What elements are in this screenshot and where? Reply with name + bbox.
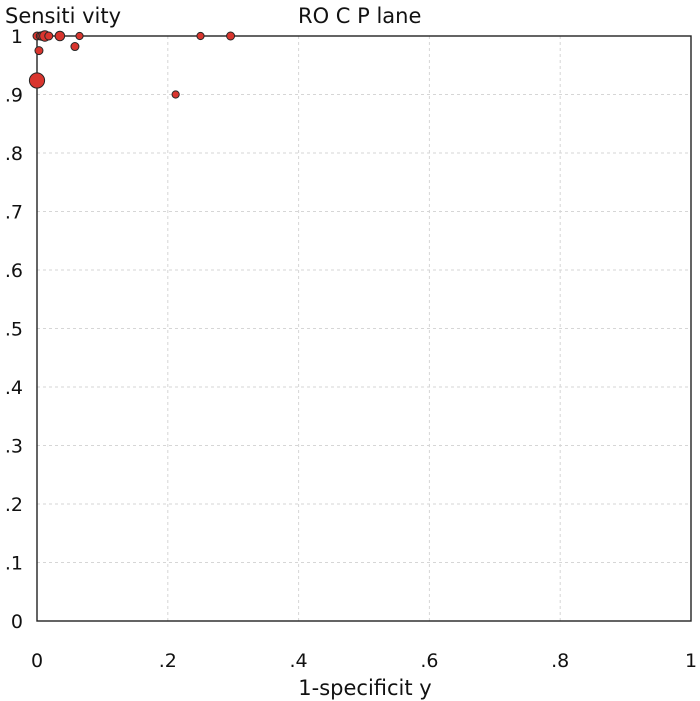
x-tick-label: 1 xyxy=(685,650,697,672)
study-point xyxy=(28,72,46,89)
x-tick-label: .2 xyxy=(159,650,177,672)
y-tick-label: .3 xyxy=(5,436,23,458)
study-point xyxy=(75,31,84,41)
plot-area xyxy=(36,35,692,622)
y-tick-label: 0 xyxy=(11,611,23,633)
chart-title: RO C P lane xyxy=(298,4,421,28)
x-tick-label: .8 xyxy=(551,650,569,672)
y-tick-label: .2 xyxy=(5,494,23,516)
data-points xyxy=(28,30,236,99)
y-tick-label: .1 xyxy=(5,553,23,575)
y-tick-label: .8 xyxy=(5,143,23,165)
y-tick-label: .6 xyxy=(5,260,23,282)
x-tick-label: 0 xyxy=(31,650,43,672)
y-tick-label: .5 xyxy=(5,319,23,341)
y-tick-label: .7 xyxy=(5,202,23,224)
x-axis-title: 1-specificit y xyxy=(298,676,431,700)
study-point xyxy=(70,42,80,52)
study-point xyxy=(226,31,236,41)
y-tick-label: .4 xyxy=(5,377,23,399)
grid xyxy=(37,36,691,621)
study-point xyxy=(54,30,66,42)
axis-ticks: 0 .2 .4 .6 .8 1 0 .1 .2 .3 .4 .5 .6 .7 .8 .9 1 xyxy=(5,26,697,672)
study-point xyxy=(44,31,54,41)
y-tick-label: 1 xyxy=(11,26,23,48)
study-point xyxy=(196,31,205,41)
y-axis-title: Sensiti vity xyxy=(5,4,121,28)
x-tick-label: .6 xyxy=(420,650,438,672)
x-tick-label: .4 xyxy=(290,650,308,672)
study-point xyxy=(34,46,44,56)
study-point xyxy=(171,90,180,99)
y-tick-label: .9 xyxy=(5,85,23,107)
